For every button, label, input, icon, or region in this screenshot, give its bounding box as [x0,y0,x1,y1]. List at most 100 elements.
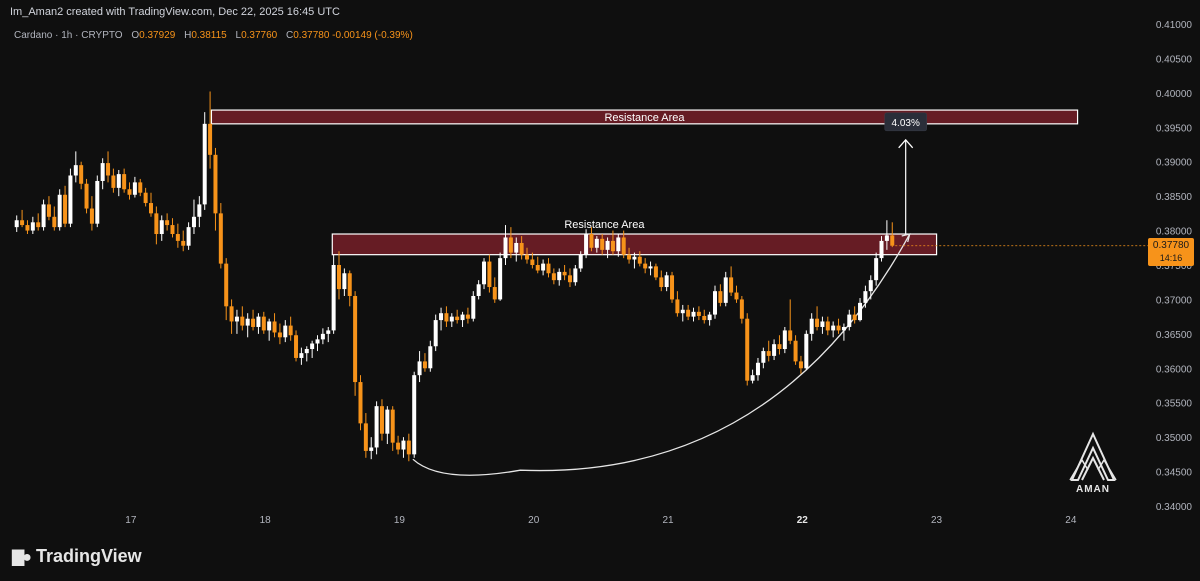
candle-body [326,330,331,334]
candle-body [363,423,368,451]
candle [433,314,438,352]
candle [670,271,675,303]
candle-body [358,382,363,424]
candle [116,169,121,197]
candle [111,168,116,193]
candle-body [283,325,288,338]
candle-body [525,254,529,260]
candle-body [422,361,427,369]
low-label: L [235,30,242,41]
candle [492,277,497,303]
candle-body [401,440,406,450]
candle [449,313,454,327]
symbol-name[interactable]: Cardano · 1h · CRYPTO [14,30,123,41]
candle [143,187,148,207]
y-tick-label: 0.36500 [1156,330,1193,341]
candle [498,252,503,301]
x-tick-label: 21 [662,515,674,526]
candle [422,353,427,372]
candle-body [782,330,787,350]
candle [331,254,336,334]
resistance-zone-label: Resistance Area [564,219,645,231]
candle-body [428,346,433,369]
candle [218,203,223,269]
candle [181,230,186,252]
price-axis[interactable]: 0.41000 0.40500 0.40000 0.39500 0.39000 0.385… [1156,20,1193,513]
candle-body [186,227,191,246]
candle-body [460,314,465,321]
open-label: O [131,30,140,41]
target-percent-label: 4.03% [892,118,920,129]
candle-body [149,203,153,214]
tradingview-mark-icon: ▇● [12,548,32,566]
candle-body [664,275,669,288]
candle-body [347,273,352,296]
candle [696,306,701,321]
candle-body [294,335,299,358]
candle-body [739,299,744,319]
candle-body [621,237,626,255]
candle [610,230,615,255]
candle-body [444,313,449,322]
target-arrow-head [898,138,914,149]
candle [874,252,879,286]
candle [406,433,411,462]
resistance-zone-label: Resistance Area [604,112,685,124]
candle-body [175,234,180,241]
candle [132,176,137,198]
candle [30,216,35,235]
candle-body [143,192,148,204]
candle [320,328,325,345]
author-line: Im_Aman2 created with TradingView.com, D… [10,6,340,18]
candle [589,227,594,252]
candle-body [202,123,207,205]
candle-body [670,275,675,300]
candle [648,261,653,276]
candle-body [57,194,62,228]
candle-body [793,340,798,362]
candle [208,91,213,169]
candle [884,220,889,250]
candle-body [653,266,658,278]
time-axis[interactable]: 17 18 19 20 21 22 23 24 [125,515,1077,526]
candle-body [374,406,379,448]
candle [283,320,288,343]
x-tick-label: 20 [528,515,540,526]
candle [627,247,632,264]
candle [707,311,712,326]
open-value: 0.37929 [139,30,176,41]
y-tick-label: 0.34500 [1156,468,1193,479]
candle-body [73,165,78,176]
candle-body [772,344,777,356]
candle [578,251,583,272]
candle-body [648,266,653,269]
candle-body [449,316,454,322]
candle [868,275,873,300]
candle [573,265,578,286]
candle-body [600,238,605,250]
candle [186,222,191,250]
candle [20,209,25,228]
candle-body [390,409,395,443]
tradingview-logo[interactable]: ▇● TradingView [12,546,142,567]
candle [240,306,245,331]
candle [57,189,62,231]
candle-body [841,326,846,331]
candle-body [288,325,293,336]
candle-body [89,208,94,224]
candle-body [396,442,401,450]
candle [831,321,836,338]
candle-body [379,406,384,434]
candle [202,112,207,210]
y-tick-label: 0.41000 [1156,20,1193,31]
candle [841,323,846,341]
candle [551,268,556,285]
candle-body [455,316,460,321]
candle [476,280,481,300]
candle-body [750,375,755,381]
candle [557,268,562,286]
candle-body [191,216,196,228]
candle-body [498,258,503,300]
